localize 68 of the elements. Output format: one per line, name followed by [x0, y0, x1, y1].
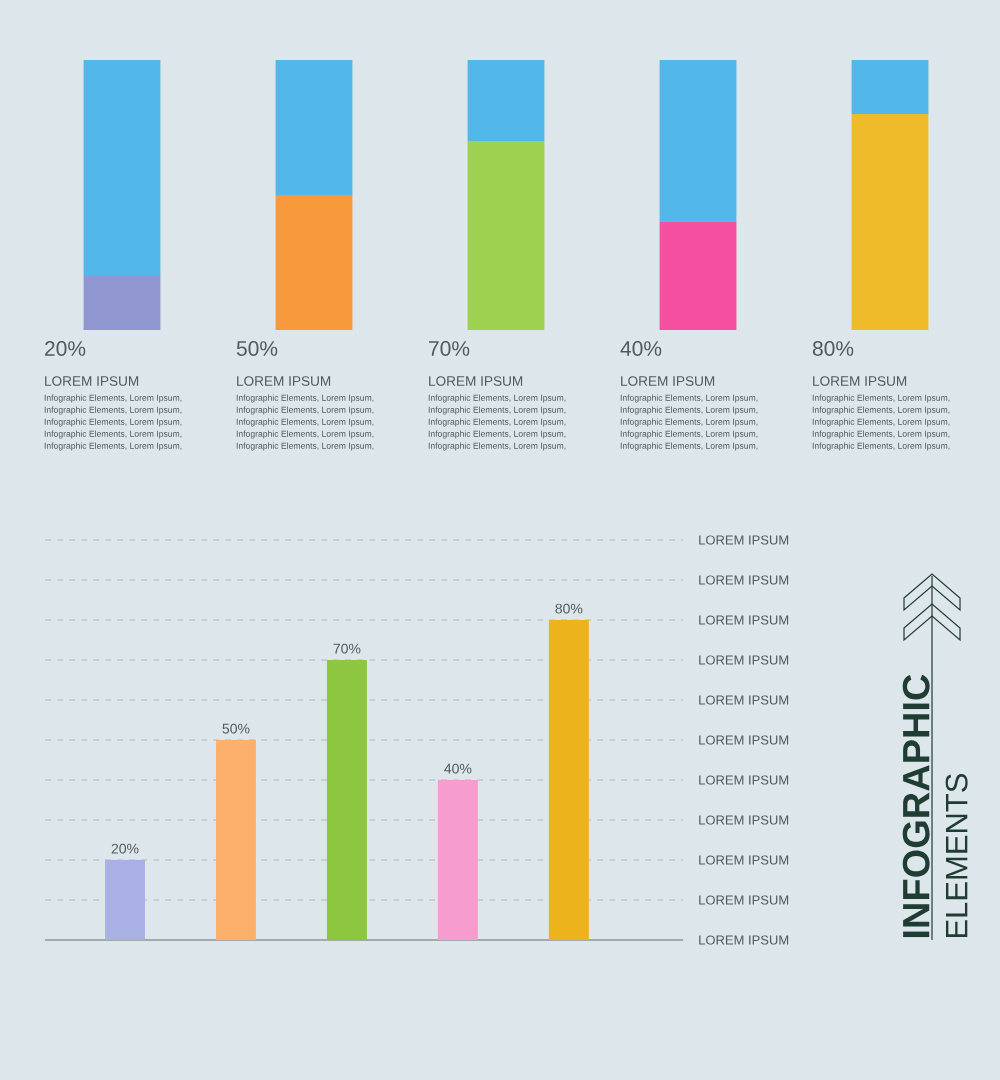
bar — [467, 59, 545, 141]
text: Infographic Elements, Lorem Ipsum, — [620, 430, 758, 439]
text: Infographic Elements, Lorem Ipsum, — [44, 394, 182, 403]
ref-line-label: LOREM IPSUM — [699, 695, 789, 705]
data-label: 70% — [429, 341, 470, 356]
bar — [548, 619, 589, 940]
ref-line-label: LOREM IPSUM — [699, 935, 789, 945]
ref-line-label: LOREM IPSUM — [699, 615, 789, 625]
text: Infographic Elements, Lorem Ipsum, — [44, 442, 182, 451]
text: Infographic Elements, Lorem Ipsum, — [44, 406, 182, 415]
text: Infographic Elements, Lorem Ipsum, — [812, 394, 950, 403]
bar — [437, 780, 478, 940]
data-label: 40% — [444, 763, 472, 774]
bar — [275, 59, 353, 195]
bar — [105, 860, 145, 940]
text: Infographic Elements, Lorem Ipsum, — [236, 394, 374, 403]
bar — [83, 275, 161, 330]
data-label: 20% — [45, 341, 86, 356]
bar — [467, 140, 545, 330]
data-label: 50% — [222, 723, 250, 734]
bar — [215, 739, 256, 940]
x-tick-label: LOREM IPSUM — [45, 376, 139, 386]
data-label: 40% — [620, 341, 662, 356]
text: Infographic Elements, Lorem Ipsum, — [620, 394, 758, 403]
bar — [83, 59, 161, 276]
bar — [659, 221, 737, 330]
data-label: 20% — [111, 843, 139, 854]
bar — [275, 194, 353, 330]
text: Infographic Elements, Lorem Ipsum, — [620, 418, 758, 427]
ref-line-label: LOREM IPSUM — [699, 575, 789, 585]
text: Infographic Elements, Lorem Ipsum, — [428, 430, 566, 439]
ref-line-label: LOREM IPSUM — [699, 655, 789, 665]
ref-line-label: LOREM IPSUM — [699, 895, 789, 905]
text: Infographic Elements, Lorem Ipsum, — [620, 406, 758, 415]
text: Infographic Elements, Lorem Ipsum, — [812, 430, 950, 439]
text: Infographic Elements, Lorem Ipsum, — [44, 418, 182, 427]
text: Infographic Elements, Lorem Ipsum, — [236, 418, 374, 427]
text: INFOGRAPHIC — [902, 674, 930, 938]
text: Infographic Elements, Lorem Ipsum, — [812, 442, 950, 451]
text: Infographic Elements, Lorem Ipsum, — [236, 430, 374, 439]
text: Infographic Elements, Lorem Ipsum, — [44, 430, 182, 439]
x-tick-label: LOREM IPSUM — [813, 376, 907, 386]
text: Infographic Elements, Lorem Ipsum, — [812, 406, 950, 415]
ref-line-label: LOREM IPSUM — [699, 855, 789, 865]
text: Infographic Elements, Lorem Ipsum, — [428, 418, 566, 427]
data-label: 70% — [333, 643, 361, 654]
bar — [326, 659, 367, 940]
text: Infographic Elements, Lorem Ipsum, — [812, 418, 950, 427]
x-tick-label: LOREM IPSUM — [621, 376, 715, 386]
bar — [659, 59, 737, 222]
ref-line-label: LOREM IPSUM — [699, 735, 789, 745]
text: ELEMENTS — [945, 773, 968, 938]
text: Infographic Elements, Lorem Ipsum, — [236, 442, 374, 451]
x-tick-label: LOREM IPSUM — [237, 376, 331, 386]
data-label: 80% — [812, 341, 854, 356]
bar — [851, 59, 929, 114]
data-label: 80% — [555, 603, 583, 614]
text: Infographic Elements, Lorem Ipsum, — [428, 406, 566, 415]
ref-line-label: LOREM IPSUM — [699, 815, 789, 825]
x-tick-label: LOREM IPSUM — [429, 376, 523, 386]
ref-line-label: LOREM IPSUM — [699, 775, 789, 785]
text: Infographic Elements, Lorem Ipsum, — [236, 406, 374, 415]
ref-line-label: LOREM IPSUM — [699, 535, 789, 545]
data-label: 50% — [236, 341, 278, 356]
text: Infographic Elements, Lorem Ipsum, — [620, 442, 758, 451]
text: Infographic Elements, Lorem Ipsum, — [428, 394, 566, 403]
bar — [851, 113, 929, 330]
text: Infographic Elements, Lorem Ipsum, — [428, 442, 566, 451]
